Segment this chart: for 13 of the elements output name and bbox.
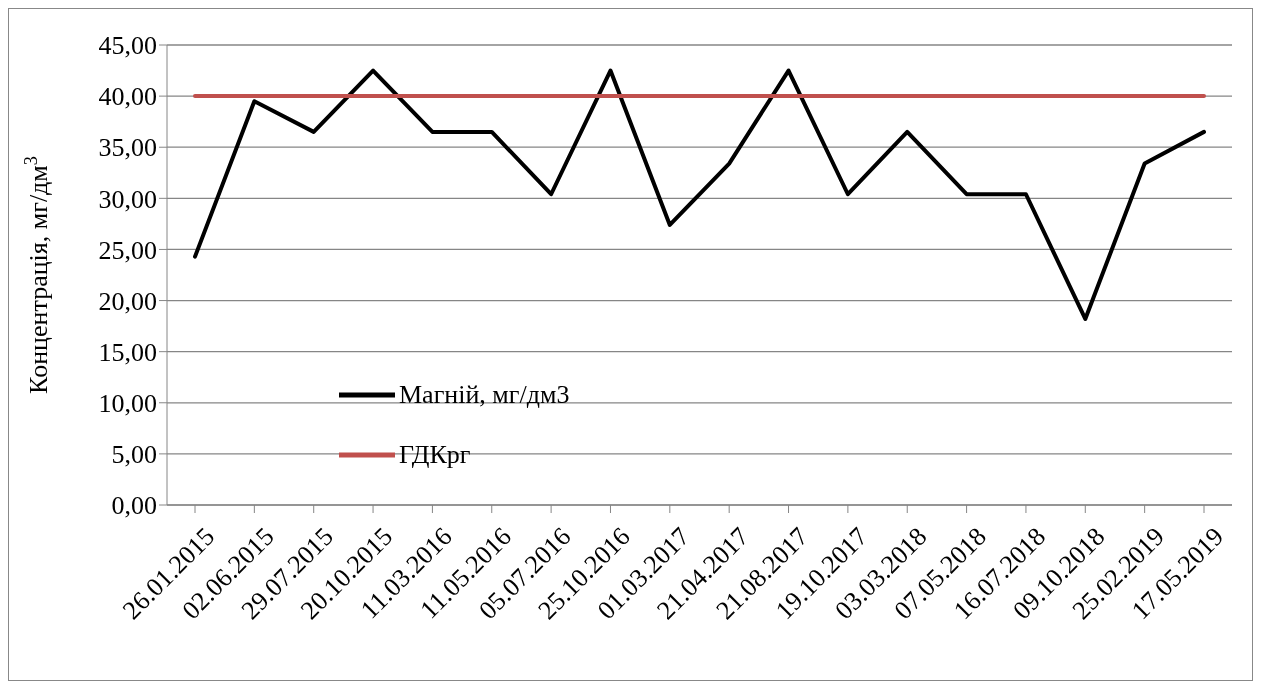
y-tick-label: 30,00 <box>98 184 157 214</box>
y-tick-label: 25,00 <box>98 235 157 265</box>
y-tick-label: 45,00 <box>98 31 157 61</box>
y-tick-label: 40,00 <box>98 82 157 112</box>
y-tick-label: 20,00 <box>98 286 157 316</box>
legend-label: ГДКрг <box>399 439 471 471</box>
legend-label: Магній, мг/дм3 <box>399 379 570 411</box>
line-series <box>193 68 1206 321</box>
y-tick-label: 0,00 <box>111 491 157 521</box>
y-tick-label: 35,00 <box>98 133 157 163</box>
y-tick-label: 5,00 <box>111 440 157 470</box>
y-tick-label: 15,00 <box>98 337 157 367</box>
y-tick-label: 10,00 <box>98 389 157 419</box>
